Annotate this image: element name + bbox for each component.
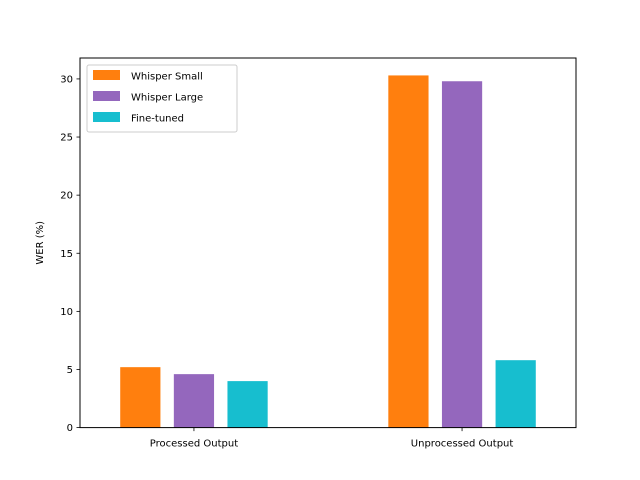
y-tick-label: 15 [60,249,73,260]
x-ticks: Processed Output Unprocessed Output [150,427,514,450]
bar-whisper-small-0 [120,367,161,428]
y-tick-label: 10 [60,307,73,318]
x-tick-label: Unprocessed Output [411,439,514,450]
y-tick-label: 5 [67,365,73,376]
bar-whisper-large-0 [173,374,215,428]
bar-fine-tuned-1 [495,360,536,428]
bar-fine-tuned-0 [227,381,268,428]
bar-whisper-large-1 [441,81,483,428]
x-tick-label: Processed Output [150,439,238,450]
legend-swatch [93,112,120,122]
bar-whisper-small-1 [388,75,429,428]
legend: Whisper Small Whisper Large Fine-tuned [86,64,238,133]
y-tick-label: 30 [60,74,73,85]
y-ticks: 0 5 10 15 20 25 30 [60,74,80,434]
legend-swatch [93,70,120,80]
y-tick-label: 0 [67,423,73,434]
legend-label: Fine-tuned [131,114,184,125]
legend-swatch [93,91,120,101]
bars [120,75,536,428]
legend-frame [86,64,238,133]
legend-label: Whisper Large [131,93,203,104]
y-axis-label: WER (%) [35,221,46,265]
legend-label: Whisper Small [131,72,203,83]
y-tick-label: 20 [60,191,73,202]
legend-entries: Whisper Small Whisper Large Fine-tuned [93,70,203,125]
y-tick-label: 25 [60,133,73,144]
plot-frame [79,57,577,429]
